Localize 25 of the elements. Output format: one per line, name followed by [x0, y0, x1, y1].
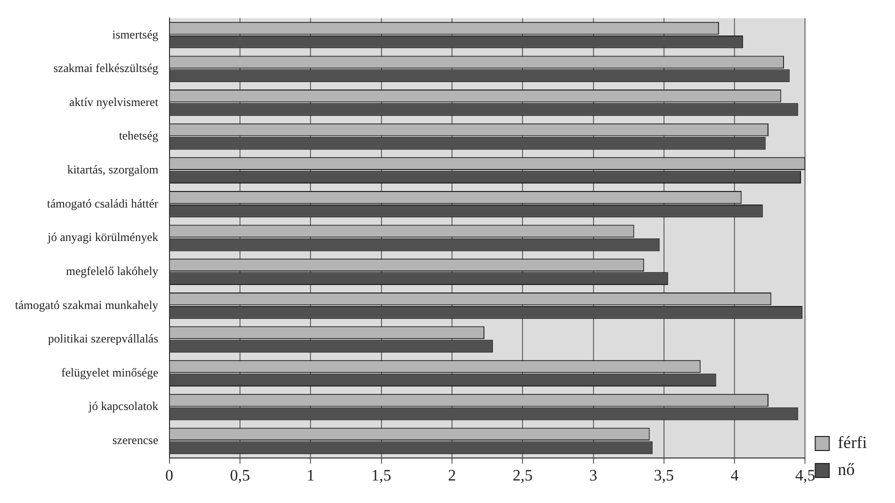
y-tick-label: jó kapcsolatok [88, 399, 158, 414]
x-tick-label: 4 [730, 468, 739, 485]
x-tick-label: 3,5 [654, 468, 674, 485]
x-tick-label: 2 [448, 468, 456, 485]
y-tick-label: megfelelő lakóhely [66, 264, 158, 278]
y-tick-label: ismertség [112, 27, 158, 42]
x-tick-label: 0,5 [230, 468, 250, 485]
legend-label: nő [838, 460, 855, 479]
x-tick-label: 3 [589, 468, 598, 485]
y-tick-label: jó anyagi körülmények [46, 230, 158, 244]
legend-label: férfi [838, 432, 868, 452]
x-tick-label: 1 [306, 468, 315, 485]
y-tick-label: szakmai felkészültség [53, 61, 158, 76]
x-tick-label: 2,5 [512, 468, 533, 485]
y-tick-label: tehetség [118, 128, 158, 143]
y-tick-label: támogató szakmai munkahely [14, 298, 158, 312]
y-tick-label: aktív nyelvismeret [69, 94, 159, 109]
x-tick-label: 0 [165, 468, 174, 485]
y-tick-label: szerencse [112, 433, 158, 448]
y-tick-label: támogató családi háttér [46, 196, 158, 210]
y-tick-label: kitartás, szorgalom [67, 162, 159, 177]
y-tick-label: felügyelet minősége [61, 365, 158, 380]
x-tick-label: 1,5 [371, 468, 392, 485]
y-tick-label: politikai szerepvállalás [48, 332, 159, 346]
x-tick-label: 4,5 [795, 468, 816, 485]
